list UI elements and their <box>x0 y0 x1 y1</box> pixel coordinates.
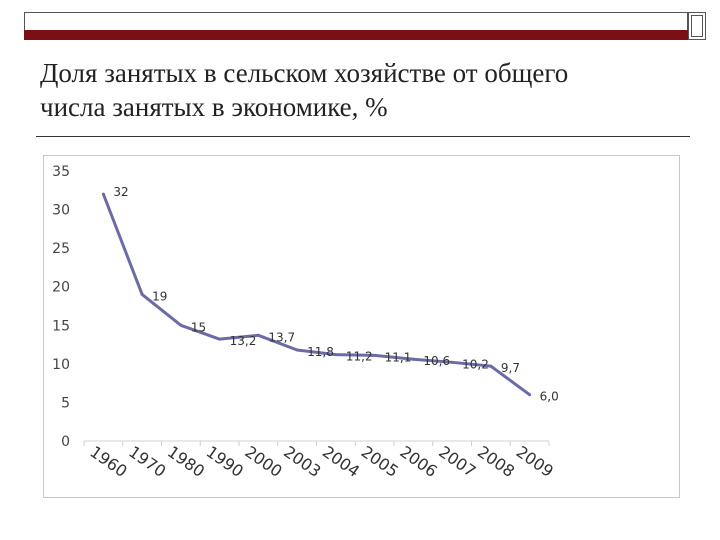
x-tick-label: 2008 <box>474 442 518 481</box>
data-point <box>528 393 532 397</box>
slide-title-line-1: Доля занятых в сельском хозяйстве от общ… <box>40 58 569 88</box>
data-label: 15 <box>191 320 206 334</box>
y-tick-label: 35 <box>52 164 70 180</box>
y-tick-label: 10 <box>52 357 70 373</box>
data-label: 11,1 <box>385 350 412 364</box>
data-label: 10,2 <box>462 357 489 371</box>
x-tick-label: 1990 <box>203 442 247 481</box>
x-tick-label: 2005 <box>358 442 402 481</box>
data-point <box>334 353 338 357</box>
slide-title-line-2: числа занятых в экономике, % <box>40 92 388 122</box>
y-tick-label: 15 <box>52 318 70 334</box>
data-label: 13,7 <box>268 330 295 344</box>
data-label: 32 <box>113 185 128 199</box>
data-point <box>450 360 454 364</box>
x-tick-label: 2004 <box>319 442 363 481</box>
y-tick-label: 30 <box>52 203 70 219</box>
data-label: 11,8 <box>307 345 334 359</box>
x-tick-label: 2007 <box>435 442 479 481</box>
chart-frame: 0 5 10 15 20 25 30 35 1960 1970 1980 1990 2000 2003 20… <box>43 155 680 498</box>
data-point <box>256 333 260 337</box>
x-tick-label: 1970 <box>125 442 169 481</box>
y-tick-label: 5 <box>61 395 70 411</box>
x-tick-label: 2006 <box>396 442 440 481</box>
x-tick-label: 2009 <box>513 442 557 481</box>
data-point <box>373 353 377 357</box>
slide-title: Доля занятых в сельском хозяйстве от общ… <box>40 56 680 124</box>
title-divider <box>36 136 690 137</box>
data-label: 13,2 <box>230 334 257 348</box>
x-tick-label: 2000 <box>241 442 285 481</box>
data-point <box>218 337 222 341</box>
line-chart: 0510152025303519601970198019902000200320… <box>52 164 559 481</box>
data-label: 10,6 <box>423 354 450 368</box>
data-label: 19 <box>152 289 167 303</box>
y-tick-label: 20 <box>52 280 70 296</box>
data-point <box>295 348 299 352</box>
y-tick-label: 25 <box>52 241 70 257</box>
data-point <box>411 357 415 361</box>
data-label: 6,0 <box>540 390 559 404</box>
data-label: 11,2 <box>346 350 373 364</box>
data-point <box>101 192 105 196</box>
x-tick-label: 1980 <box>164 442 208 481</box>
slide-corner-ornament <box>688 12 706 40</box>
data-label: 9,7 <box>501 361 520 375</box>
y-tick-label: 0 <box>61 434 70 450</box>
data-point <box>179 323 183 327</box>
x-tick-label: 2003 <box>280 442 324 481</box>
slide-header-accent <box>24 30 688 40</box>
data-point <box>489 364 493 368</box>
series-line <box>101 193 531 396</box>
data-point <box>140 292 144 296</box>
x-tick-label: 1960 <box>86 442 130 481</box>
